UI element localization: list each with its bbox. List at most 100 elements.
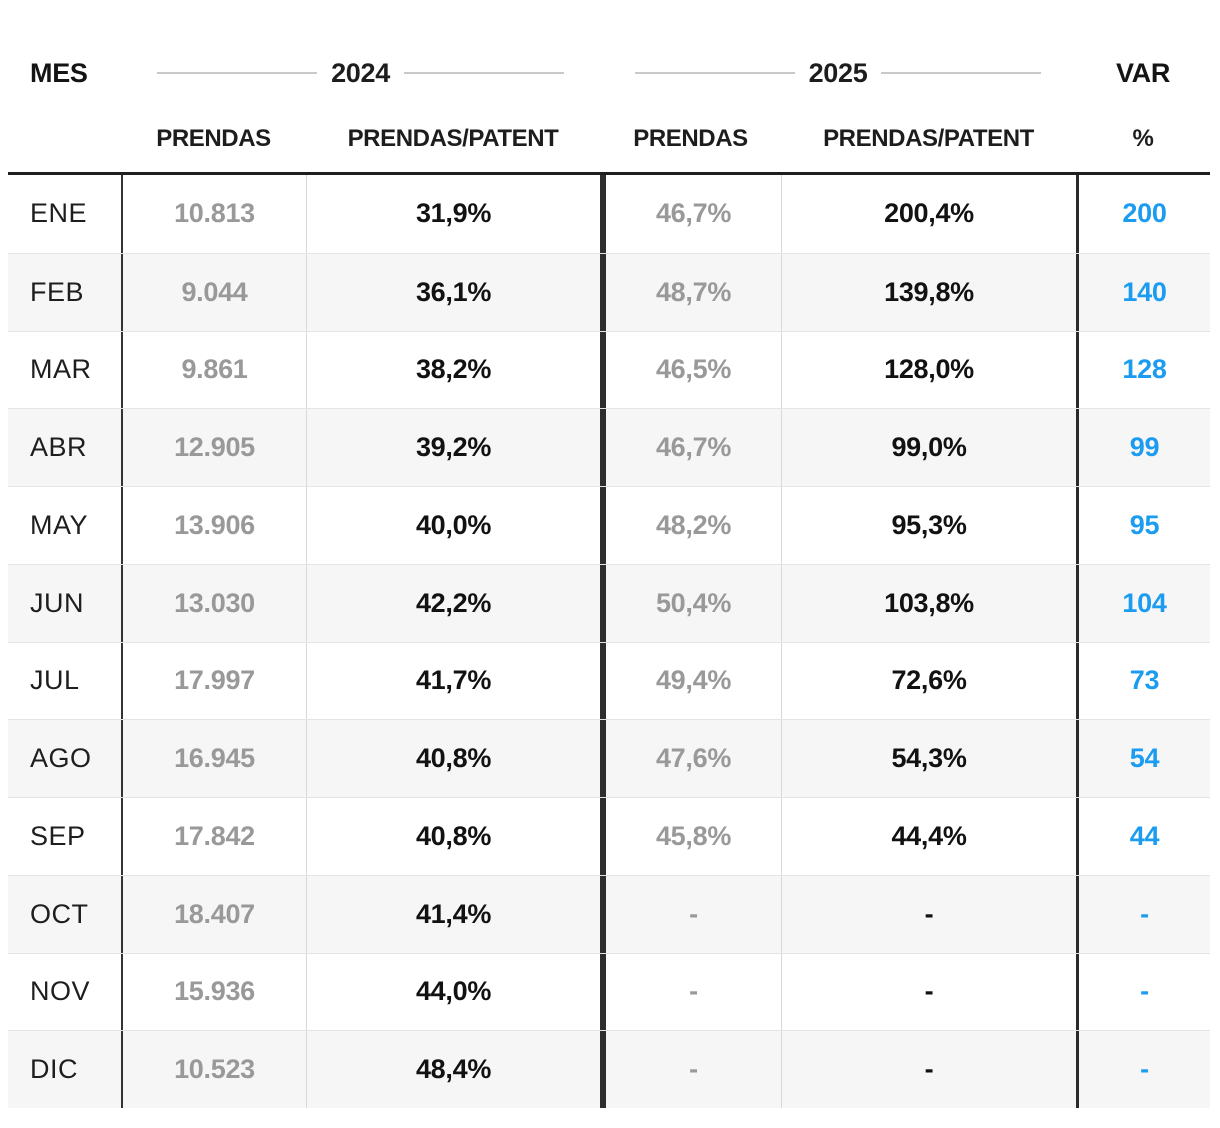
cell-prendas-patent-2025: 72,6% [781, 642, 1076, 720]
cell-prendas-2024: 9.044 [121, 253, 306, 331]
cell-prendas-patent-2025: 103,8% [781, 564, 1076, 642]
table-row: JUN 13.030 42,2% 50,4% 103,8% 104 [8, 563, 1210, 642]
cell-var: - [1076, 875, 1210, 953]
col-header-prendas-patent-2024: PRENDAS/PATENT [347, 125, 559, 152]
cell-prendas-2024: 17.842 [121, 798, 306, 875]
table-row: ABR 12.905 39,2% 46,7% 99,0% 99 [8, 408, 1210, 486]
cell-prendas-patent-2025: 139,8% [781, 253, 1076, 331]
cell-prendas-2025: 47,6% [600, 720, 781, 797]
cell-prendas-patent-2024: 40,0% [306, 487, 600, 564]
cell-month: ENE [30, 198, 88, 229]
cell-var: 73 [1076, 642, 1210, 720]
table-row: OCT 18.407 41,4% - - - [8, 874, 1210, 953]
cell-month: MAR [30, 354, 92, 385]
table-row: MAR 9.861 38,2% 46,5% 128,0% 128 [8, 330, 1210, 409]
cell-prendas-patent-2025: 95,3% [781, 487, 1076, 564]
cell-prendas-patent-2024: 40,8% [306, 720, 600, 797]
cell-prendas-2025: 46,7% [600, 409, 781, 486]
col-header-var: VAR [1115, 57, 1171, 88]
col-group-2024: 2024 [121, 58, 600, 89]
cell-prendas-patent-2024: 39,2% [306, 409, 600, 486]
cell-prendas-2025: 50,4% [600, 564, 781, 642]
col-group-2025: 2025 [600, 58, 1076, 89]
cell-month: ABR [30, 432, 88, 463]
cell-var: 54 [1076, 720, 1210, 797]
cell-prendas-patent-2025: - [781, 875, 1076, 953]
monthly-comparison-table: MES 2024 2025 VAR PRENDAS PRENDAS/PATENT… [8, 0, 1210, 1108]
cell-var: 104 [1076, 564, 1210, 642]
cell-month: FEB [30, 276, 85, 307]
cell-var: 44 [1076, 798, 1210, 875]
table-body: ENE 10.813 31,9% 46,7% 200,4% 200 FEB 9.… [8, 172, 1210, 1108]
table-row: AGO 16.945 40,8% 47,6% 54,3% 54 [8, 719, 1210, 797]
cell-prendas-patent-2024: 44,0% [306, 953, 600, 1031]
cell-prendas-patent-2024: 38,2% [306, 331, 600, 409]
cell-month: DIC [30, 1054, 78, 1085]
col-header-prendas-patent-2025: PRENDAS/PATENT [823, 125, 1034, 152]
cell-prendas-patent-2024: 42,2% [306, 564, 600, 642]
header-rule-line [403, 72, 564, 74]
cell-prendas-2025: 49,4% [600, 642, 781, 720]
table-row: SEP 17.842 40,8% 45,8% 44,4% 44 [8, 797, 1210, 875]
cell-month: JUN [30, 587, 84, 618]
table-row: FEB 9.044 36,1% 48,7% 139,8% 140 [8, 252, 1210, 331]
cell-var: 140 [1076, 253, 1210, 331]
cell-prendas-2025: 48,7% [600, 253, 781, 331]
col-header-prendas-2025: PRENDAS [633, 125, 748, 152]
cell-prendas-2024: 13.030 [121, 564, 306, 642]
table-row: JUL 17.997 41,7% 49,4% 72,6% 73 [8, 641, 1210, 720]
cell-prendas-2024: 13.906 [121, 487, 306, 564]
cell-prendas-2024: 15.936 [121, 953, 306, 1031]
table-row: ENE 10.813 31,9% 46,7% 200,4% 200 [8, 175, 1210, 253]
cell-prendas-2024: 10.523 [121, 1031, 306, 1108]
cell-prendas-2024: 17.997 [121, 642, 306, 720]
cell-month: SEP [30, 820, 86, 851]
col-header-percent: % [1132, 125, 1154, 152]
cell-prendas-2025: - [600, 875, 781, 953]
cell-prendas-patent-2024: 48,4% [306, 1031, 600, 1108]
cell-var: 200 [1076, 175, 1210, 253]
cell-prendas-2024: 12.905 [121, 409, 306, 486]
cell-prendas-2024: 18.407 [121, 875, 306, 953]
cell-prendas-patent-2025: - [781, 953, 1076, 1031]
cell-month: AGO [30, 743, 92, 774]
cell-prendas-2024: 9.861 [121, 331, 306, 409]
cell-var: - [1076, 1031, 1210, 1108]
table-header: MES 2024 2025 VAR PRENDAS PRENDAS/PATENT… [8, 0, 1210, 172]
cell-prendas-2025: - [600, 953, 781, 1031]
cell-prendas-patent-2024: 31,9% [306, 175, 600, 253]
cell-prendas-patent-2025: 99,0% [781, 409, 1076, 486]
cell-prendas-2024: 16.945 [121, 720, 306, 797]
cell-prendas-patent-2024: 36,1% [306, 253, 600, 331]
header-rule-line [634, 72, 795, 74]
col-group-2025-label: 2025 [808, 57, 868, 88]
cell-month: JUL [30, 665, 80, 696]
cell-month: NOV [30, 976, 91, 1007]
table-row: MAY 13.906 40,0% 48,2% 95,3% 95 [8, 486, 1210, 564]
header-rule-line [157, 72, 318, 74]
cell-prendas-2025: 48,2% [600, 487, 781, 564]
cell-var: 95 [1076, 487, 1210, 564]
cell-prendas-2025: - [600, 1031, 781, 1108]
cell-prendas-2025: 45,8% [600, 798, 781, 875]
table-row: DIC 10.523 48,4% - - - [8, 1030, 1210, 1108]
cell-prendas-patent-2025: - [781, 1031, 1076, 1108]
cell-prendas-patent-2024: 40,8% [306, 798, 600, 875]
col-header-prendas-2024: PRENDAS [156, 125, 271, 152]
cell-var: - [1076, 953, 1210, 1031]
cell-prendas-2025: 46,7% [600, 175, 781, 253]
cell-var: 128 [1076, 331, 1210, 409]
cell-month: OCT [30, 898, 89, 929]
cell-prendas-patent-2025: 54,3% [781, 720, 1076, 797]
table-row: NOV 15.936 44,0% - - - [8, 952, 1210, 1031]
cell-prendas-2024: 10.813 [121, 175, 306, 253]
header-sub-row: PRENDAS PRENDAS/PATENT PRENDAS PRENDAS/P… [8, 106, 1210, 172]
cell-var: 99 [1076, 409, 1210, 486]
cell-prendas-patent-2025: 200,4% [781, 175, 1076, 253]
cell-prendas-patent-2024: 41,4% [306, 875, 600, 953]
col-header-mes: MES [30, 57, 88, 88]
cell-prendas-patent-2025: 44,4% [781, 798, 1076, 875]
cell-month: MAY [30, 509, 89, 540]
header-rule-line [881, 72, 1042, 74]
cell-prendas-patent-2025: 128,0% [781, 331, 1076, 409]
